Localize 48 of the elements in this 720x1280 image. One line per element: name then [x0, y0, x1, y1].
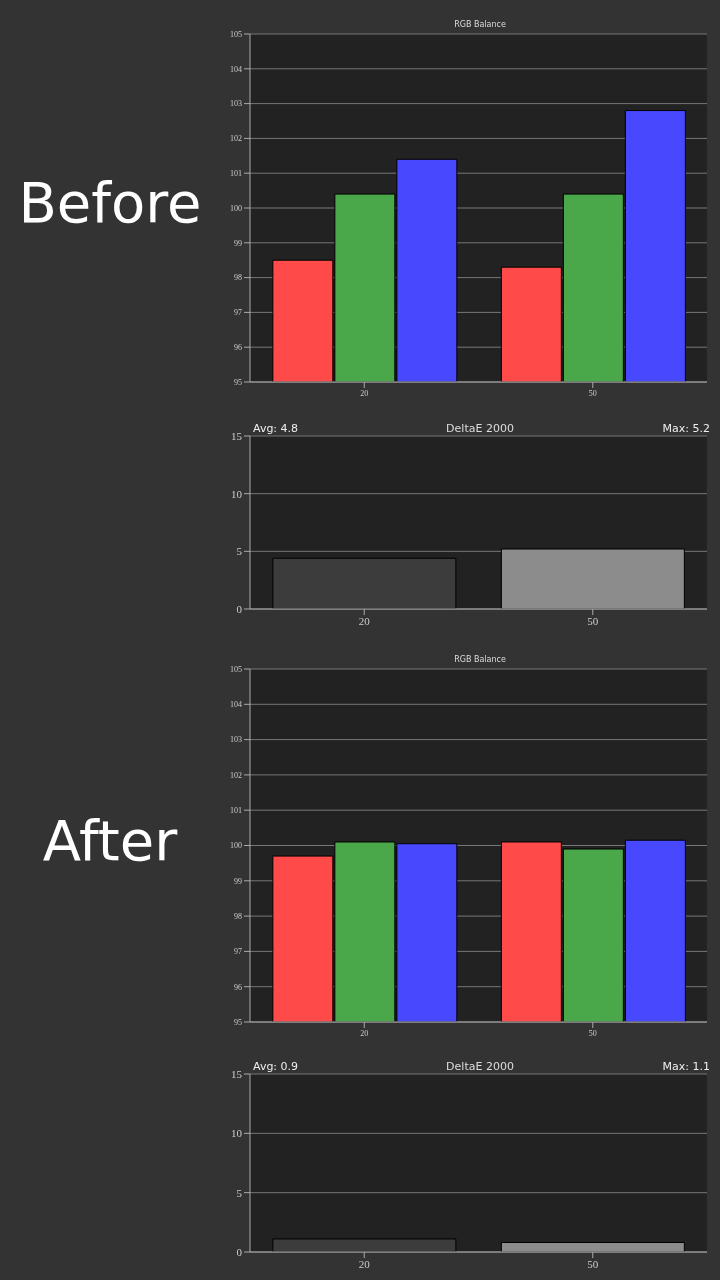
x-tick-label: 20 — [358, 614, 371, 627]
x-tick-label: 20 — [358, 1257, 371, 1270]
y-tick-label: 99 — [234, 876, 242, 886]
y-tick-label: 100 — [230, 841, 242, 851]
y-tick-label: 104 — [230, 64, 242, 74]
x-tick-label: 50 — [588, 1028, 597, 1038]
y-tick-label: 5 — [236, 1186, 243, 1199]
y-tick-label: 97 — [234, 308, 242, 318]
y-tick-label: 95 — [234, 377, 242, 387]
y-tick-label: 102 — [230, 134, 242, 144]
y-tick-label: 105 — [230, 29, 242, 39]
y-tick-label: 10 — [231, 487, 243, 500]
chart-title: DeltaE 2000 — [446, 1060, 514, 1073]
text: Avg: 0.9 — [253, 1060, 299, 1073]
text: Before — [17, 170, 203, 235]
chart-title: RGB Balance — [453, 655, 507, 664]
y-tick-label: 98 — [234, 273, 242, 283]
x-tick-label: 50 — [587, 1257, 599, 1270]
y-tick-label: 99 — [234, 238, 242, 248]
text: Avg: 4.8 — [253, 422, 299, 435]
text: Max: 1.1 — [662, 1060, 710, 1073]
chart-title: RGB Balance — [453, 20, 507, 29]
y-tick-label: 10 — [231, 1127, 243, 1140]
y-tick-label: 0 — [236, 1245, 243, 1258]
y-tick-label: 104 — [230, 700, 242, 710]
y-tick-label: 5 — [236, 545, 243, 558]
y-tick-label: 15 — [231, 1067, 243, 1080]
x-tick-label: 20 — [360, 1028, 369, 1038]
y-tick-label: 15 — [231, 429, 243, 442]
x-tick-label: 50 — [587, 614, 599, 627]
x-tick-label: 20 — [360, 388, 369, 398]
y-tick-label: 103 — [230, 99, 242, 109]
y-tick-label: 0 — [236, 602, 243, 615]
y-tick-label: 103 — [230, 735, 242, 745]
chart-title: DeltaE 2000 — [446, 422, 514, 435]
y-tick-label: 97 — [234, 947, 242, 957]
y-tick-label: 105 — [230, 664, 242, 674]
x-tick-label: 50 — [588, 388, 597, 398]
text: After — [41, 807, 179, 873]
y-tick-label: 100 — [230, 203, 242, 213]
y-tick-label: 96 — [234, 982, 242, 992]
y-tick-label: 101 — [230, 806, 242, 816]
text: Max: 5.2 — [662, 422, 710, 435]
y-tick-label: 95 — [234, 1017, 242, 1027]
y-tick-label: 101 — [230, 169, 242, 179]
y-tick-label: 98 — [234, 911, 242, 921]
y-tick-label: 96 — [234, 343, 242, 353]
y-tick-label: 102 — [230, 770, 242, 780]
